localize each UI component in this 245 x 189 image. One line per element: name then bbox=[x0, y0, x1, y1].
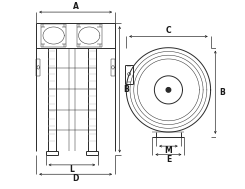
Text: B: B bbox=[219, 88, 225, 97]
Text: D: D bbox=[73, 174, 79, 184]
Circle shape bbox=[166, 88, 171, 92]
Text: E: E bbox=[166, 155, 171, 164]
Text: L: L bbox=[69, 165, 74, 174]
Text: A: A bbox=[73, 2, 79, 11]
Text: B: B bbox=[123, 85, 129, 94]
Text: M: M bbox=[165, 146, 172, 155]
Text: C: C bbox=[166, 26, 171, 35]
